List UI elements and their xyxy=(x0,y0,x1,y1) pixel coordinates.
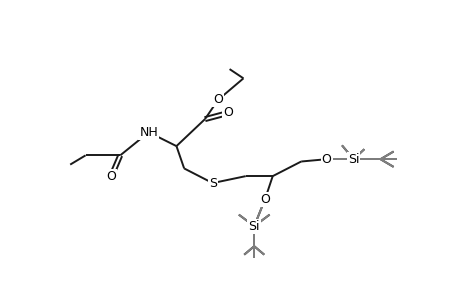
Text: O: O xyxy=(321,153,331,166)
Text: O: O xyxy=(259,193,269,206)
Text: NH: NH xyxy=(139,126,158,139)
Text: O: O xyxy=(259,193,269,206)
Text: O: O xyxy=(223,106,232,119)
Text: Si: Si xyxy=(347,153,358,166)
Text: Si: Si xyxy=(347,153,358,166)
Text: O: O xyxy=(213,93,223,106)
Text: Si: Si xyxy=(248,220,259,233)
Text: Si: Si xyxy=(248,220,259,233)
Text: S: S xyxy=(208,177,216,190)
Text: O: O xyxy=(321,153,331,166)
Text: O: O xyxy=(106,170,116,183)
